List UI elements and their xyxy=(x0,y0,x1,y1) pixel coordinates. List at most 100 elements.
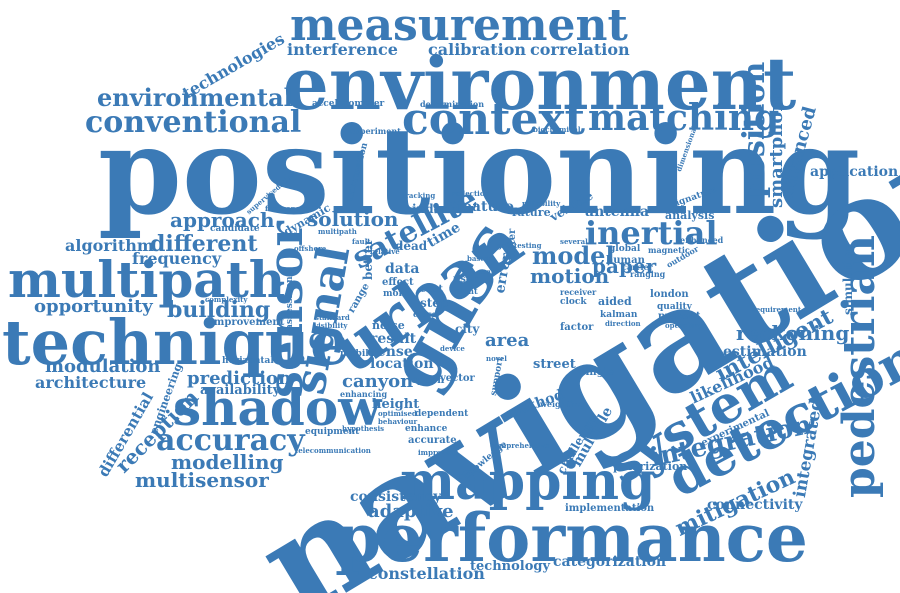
word-comprehensive: comprehensive xyxy=(490,441,550,450)
word-mobile: mobile xyxy=(340,349,375,359)
word-candidate: candidate xyxy=(210,224,260,234)
word-hypothesis: hypothesis xyxy=(342,424,385,433)
word-consistency: consistency xyxy=(350,489,442,505)
word-availability: availability xyxy=(200,383,281,398)
word-implementation: implementation xyxy=(565,503,655,514)
word-calibration: calibration xyxy=(428,40,527,59)
word-performance: performance xyxy=(335,499,808,577)
word-human: human xyxy=(606,255,645,266)
word-dependent: dependent xyxy=(415,409,469,419)
word-complexity: complexity xyxy=(205,295,248,304)
word-approach: approach xyxy=(170,208,275,232)
word-ranging: ranging xyxy=(630,269,666,279)
word-operating: operating xyxy=(665,321,704,330)
word-determination: determination xyxy=(420,99,485,109)
word-equipment: equipment xyxy=(305,427,360,437)
word-architecture: architecture xyxy=(35,373,147,392)
word-scale: scale xyxy=(478,267,498,276)
word-kalman: kalman xyxy=(600,310,638,320)
word-multipath: multipath xyxy=(8,250,286,309)
word-model: model xyxy=(532,241,615,270)
word-horizontal: horizontal xyxy=(222,356,274,366)
word-feature: feature xyxy=(457,199,514,215)
word-single: single xyxy=(580,367,614,378)
word-offshore: offshore xyxy=(294,244,327,253)
word-vector: vector xyxy=(440,373,475,384)
word-connectivity: connectivity xyxy=(707,497,803,513)
word-standard: standard xyxy=(315,313,350,322)
word-algorithm: algorithm xyxy=(65,236,154,255)
word-location: location xyxy=(370,356,434,372)
word-improving: improving xyxy=(418,448,459,457)
word-assessment: assessment xyxy=(285,272,295,330)
word-context: context xyxy=(402,94,586,145)
word-relative: relative xyxy=(370,247,400,256)
word-polarization: polarization xyxy=(613,460,688,473)
word-future: future xyxy=(512,206,551,219)
word-accuracy: accuracy xyxy=(156,423,305,458)
word-effect: effect xyxy=(382,277,414,288)
word-reflection: reflection xyxy=(452,189,490,198)
word-several: several xyxy=(560,237,588,246)
word-antenna: antenna xyxy=(585,204,650,220)
word-modulation: modulation xyxy=(45,356,161,377)
word-tracking: tracking xyxy=(402,191,436,200)
word-cost: cost xyxy=(420,284,444,295)
word-visibility: visibility xyxy=(314,321,348,330)
word-direction: direction xyxy=(605,319,641,328)
word-opportunity: opportunity xyxy=(34,296,153,317)
word-measurement: measurement xyxy=(290,0,628,51)
word-conventional: conventional xyxy=(85,105,302,140)
word-shadow: shadow xyxy=(173,378,382,437)
word-adaptive: adaptive xyxy=(368,501,454,522)
word-novel: novel xyxy=(486,354,507,363)
word-more: more xyxy=(383,289,409,299)
word-city: city xyxy=(455,322,480,336)
word-result: result xyxy=(370,331,417,347)
word-correlation: correlation xyxy=(530,40,630,59)
word-accelerometer: accelerometer xyxy=(312,99,385,109)
word-constellation: constellation xyxy=(368,564,485,583)
word-matching: matching xyxy=(588,97,780,139)
word-telecommunication: telecommunication xyxy=(295,446,371,455)
word-receiver: receiver xyxy=(560,287,597,297)
word-simulation: simulation xyxy=(841,243,855,315)
word-based: based xyxy=(467,254,490,263)
word-frequencies: frequencies xyxy=(265,204,311,213)
word-estimation: estimation xyxy=(723,344,807,360)
word-canyon: canyon xyxy=(342,371,414,392)
word-testing: testing xyxy=(514,241,542,250)
word-positioning: positioning xyxy=(98,101,861,242)
word-street: street xyxy=(533,357,576,372)
word-noise: noise xyxy=(372,319,405,332)
word-behaviour: behaviour xyxy=(378,417,418,426)
word-mapping: mapping xyxy=(400,451,656,512)
word-carrier: carrier xyxy=(622,262,653,272)
word-sight: sight xyxy=(455,286,478,296)
word-building: building xyxy=(167,297,271,323)
word-indoor: indoor xyxy=(412,202,457,216)
word-requirement: requirement xyxy=(752,305,802,314)
word-factor: factor xyxy=(560,322,594,333)
word-quality: quality xyxy=(657,302,692,312)
word-user: user xyxy=(453,274,478,285)
word-paper: paper xyxy=(592,254,657,278)
word-frequency: frequency xyxy=(132,249,222,268)
word-enhancing: enhancing xyxy=(340,389,388,399)
word-prediction: prediction xyxy=(187,368,292,389)
word-environmental: environmental xyxy=(97,83,293,112)
word-grid: grid xyxy=(497,241,514,250)
word-analysis: analysis xyxy=(665,209,715,222)
word-weighting: weighting xyxy=(540,399,585,409)
word-improvement: improvement xyxy=(210,317,285,328)
word-height: height xyxy=(372,397,420,412)
word-inertial: inertial xyxy=(585,214,718,252)
word-interference: interference xyxy=(287,40,398,59)
word-london: london xyxy=(650,289,689,300)
word-smartphone: smartphone xyxy=(766,87,787,208)
word-reliability: reliability xyxy=(522,199,561,208)
word-modelling: modelling xyxy=(171,450,284,474)
word-technology: technology xyxy=(470,559,551,574)
word-accurate: accurate xyxy=(408,435,457,446)
